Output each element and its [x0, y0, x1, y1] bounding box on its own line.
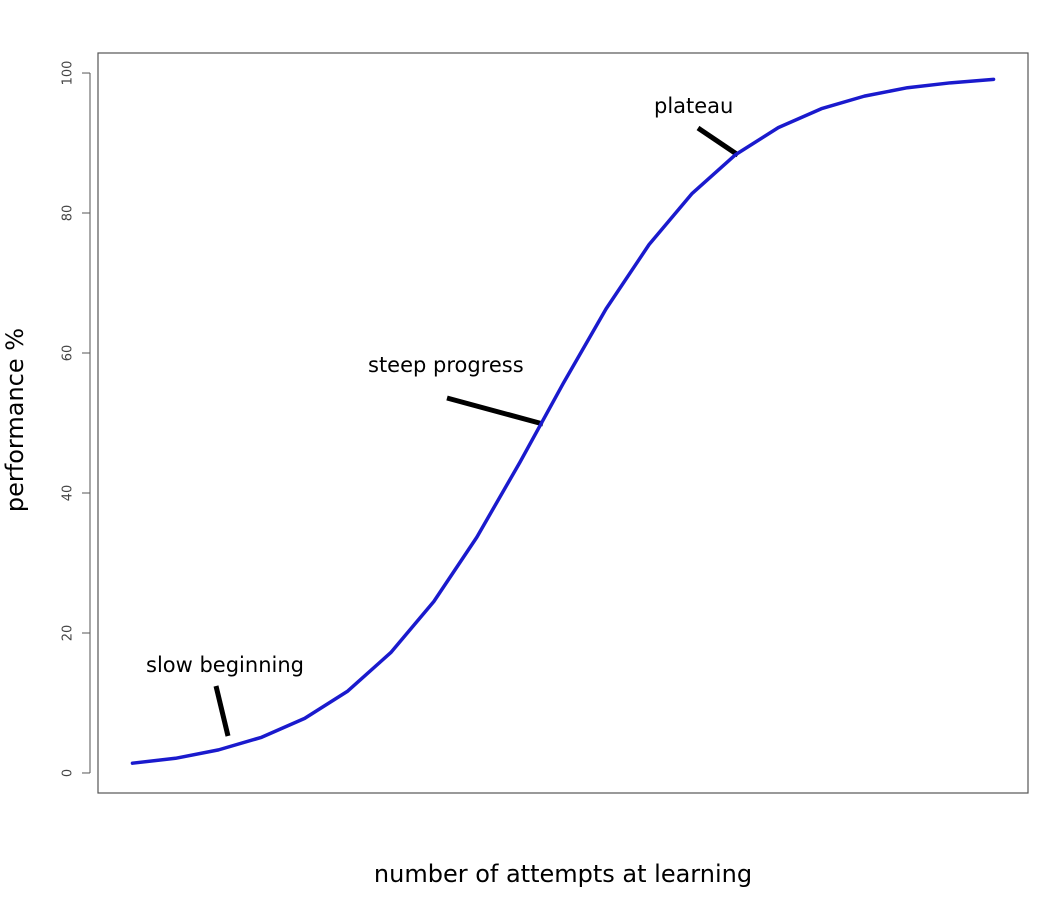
annotation: steep progress: [368, 353, 524, 377]
y-tick-label: 60: [61, 345, 76, 362]
plot-frame: [97, 52, 1029, 794]
annotation-pointer: [446, 395, 544, 427]
annotation: plateau: [654, 94, 733, 118]
y-tick-label: 80: [61, 205, 76, 222]
x-axis-title: number of attempts at learning: [374, 860, 752, 888]
annotation: slow beginning: [146, 653, 304, 677]
y-tick-label: 40: [61, 485, 76, 502]
y-tick-label: 0: [61, 769, 76, 777]
y-tick-label: 100: [61, 61, 76, 86]
y-tick-label: 20: [61, 625, 76, 642]
data-line: [130, 77, 996, 765]
annotation-pointer: [696, 125, 740, 158]
y-axis-title: performance %: [1, 328, 29, 512]
annotation-pointer: [213, 685, 231, 737]
